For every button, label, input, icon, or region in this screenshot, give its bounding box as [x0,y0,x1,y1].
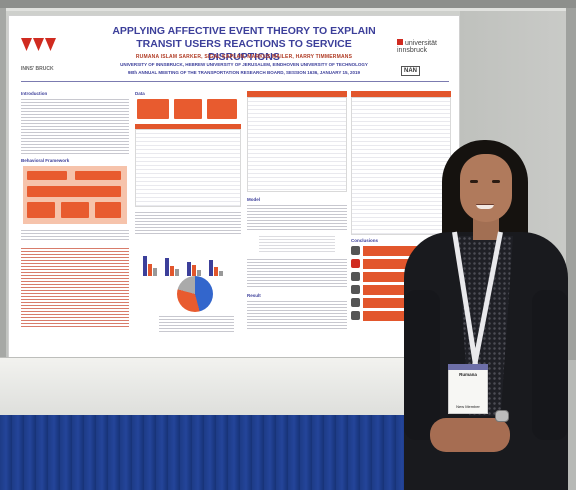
section-heading-conclusions: Conclusions [351,238,379,243]
poster-meeting: 98th ANNUAL MEETING OF THE TRANSPORTATIO… [127,70,361,75]
estimates-table-header [351,91,451,97]
section-heading-framework: Behavioral Framework [21,158,70,163]
poster-title-line1: APPLYING AFFECTIVE EVENT THEORY TO EXPLA… [112,25,376,37]
person-hands [430,418,510,452]
chart-bar [219,271,223,276]
conclusions-list [351,246,451,326]
pie-caption [159,316,234,332]
conclusion-icon [351,298,360,307]
data-flow-box [137,99,169,119]
framework-node [27,171,67,180]
poster-title: APPLYING AFFECTIVE EVENT THEORY TO EXPLA… [99,25,389,64]
framework-node [61,202,89,218]
estimates-table [351,97,451,235]
data-text [135,212,241,234]
poster-board-frame-trim [0,8,576,11]
name-badge [448,364,488,414]
introduction-text [21,99,129,154]
person-eye [470,180,478,183]
university-logo-left [21,38,61,53]
conclusion-icon [351,259,360,268]
wristwatch-icon [495,410,509,422]
model-equations [259,236,335,254]
framework-node [95,202,121,218]
model-text [247,205,347,231]
person-left-arm [404,290,440,440]
person-neck [473,218,499,240]
person-right-arm [532,290,568,440]
chart-bar [192,265,196,276]
chart-bar [153,268,157,276]
innsbruck-logo-text: INNS' BRUCK [21,66,54,72]
section-heading-model: Model [247,197,260,202]
conclusion-icon [351,285,360,294]
bar-chart [139,241,244,276]
section-heading-data: Data [135,91,145,96]
person-face [460,154,512,222]
poster-authors: RUMANA ISLAM SARKER, SIGAL KAPLAN, MARKU… [135,54,353,60]
data-table-header [135,124,241,129]
results-table-header [247,91,347,97]
conclusion-item [363,259,427,269]
chart-bar [143,256,147,276]
poster-title-line2: TRANSIT USERS REACTIONS TO SERVICE DISRU… [136,38,352,63]
framework-node [27,186,121,197]
name-badge-stripe [448,364,488,370]
chart-bar [214,267,218,276]
conclusion-item [363,311,427,321]
chart-bar [165,258,169,276]
data-table [135,129,241,207]
chart-bar [187,262,191,276]
section-heading-introduction: Introduction [21,91,48,96]
conclusion-item [363,246,427,256]
data-flow-box [174,99,202,119]
hypotheses-list [21,248,129,328]
chart-bar [209,260,213,276]
chart-bar [197,270,201,276]
chart-bar [170,266,174,276]
person-eye [492,180,500,183]
badge-name: Rumana [459,372,477,377]
universitat-innsbruck-logo: universität innsbruck [397,39,437,54]
poster-board-frame-top [0,0,576,8]
framework-node [27,202,55,218]
display-table-top [0,357,418,415]
conclusion-icon [351,272,360,281]
research-poster: INNS' BRUCK APPLYING AFFECTIVE EVENT THE… [8,15,460,360]
conclusion-item [363,272,427,282]
conclusion-icon [351,246,360,255]
poster-affiliations: UNIVERSITY OF INNSBRUCK, HEBREW UNIVERSI… [120,62,368,67]
model-description [247,259,347,289]
framework-text [21,230,129,242]
conclusion-icon [351,311,360,320]
chart-bar [148,264,152,276]
poster-board-frame-right [566,8,576,490]
data-flow-box [207,99,237,119]
header-divider [21,81,449,82]
section-heading-result: Result [247,293,261,298]
results-table [247,97,347,192]
conclusion-item [363,285,427,295]
conclusion-item [363,298,427,308]
badge-member-type: New Member [456,404,480,409]
chart-bar [175,269,179,276]
nan-logo: NAN [401,66,420,76]
person-smile [476,204,494,209]
blue-table-cloth [0,415,430,490]
pie-chart [177,276,213,312]
framework-node [75,171,121,180]
result-text [247,301,347,329]
poster-board-frame-left [0,8,6,363]
